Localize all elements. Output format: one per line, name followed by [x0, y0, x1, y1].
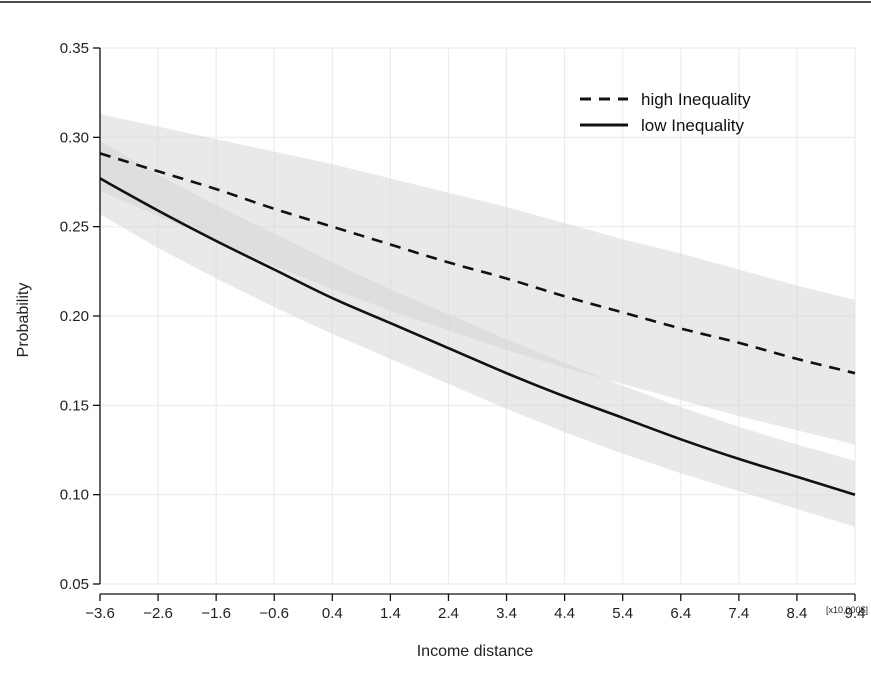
x-tick-label-13: 9.4: [845, 605, 866, 622]
y-tick-label-0: 0.05: [60, 576, 89, 593]
x-tick-label-0: −3.6: [85, 605, 115, 622]
x-tick-label-4: 0.4: [322, 605, 343, 622]
x-tick-label-12: 8.4: [786, 605, 807, 622]
x-tick-label-6: 2.4: [438, 605, 459, 622]
y-tick-label-1: 0.10: [60, 487, 89, 504]
x-axis-title: Income distance: [417, 643, 534, 660]
y-tick-label-6: 0.35: [60, 40, 89, 57]
y-tick-label-3: 0.20: [60, 308, 89, 325]
x-tick-label-9: 5.4: [612, 605, 633, 622]
x-tick-label-1: −2.6: [143, 605, 173, 622]
y-tick-label-2: 0.15: [60, 397, 89, 414]
x-tick-label-10: 6.4: [670, 605, 691, 622]
series-lines: [99, 152, 856, 496]
confidence-band-low-inequality: [100, 140, 855, 527]
x-tick-label-2: −1.6: [201, 605, 231, 622]
series-line-low-inequality: [99, 177, 856, 496]
axes: [93, 47, 856, 601]
legend-label-high-inequality: high Inequality: [641, 90, 751, 109]
x-tick-label-11: 7.4: [728, 605, 749, 622]
y-tick-label-5: 0.30: [60, 129, 89, 146]
confidence-band-high-inequality: [100, 114, 855, 445]
x-tick-label-8: 4.4: [554, 605, 575, 622]
tick-labels: 0.05 0.10 0.15 0.20 0.25 0.30 0.35 −3.6 −2.6 −1.6…: [60, 40, 866, 622]
x-tick-label-7: 3.4: [496, 605, 517, 622]
x-tick-label-5: 1.4: [380, 605, 401, 622]
legend-label-low-inequality: low Inequality: [641, 116, 745, 135]
confidence-bands: [100, 114, 855, 527]
y-tick-label-4: 0.25: [60, 219, 89, 236]
y-axis-title: Probability: [15, 283, 32, 358]
x-axis-unit: [x10,000$]: [826, 605, 868, 615]
x-tick-label-3: −0.6: [259, 605, 289, 622]
legend: high Inequality low Inequality: [580, 90, 751, 135]
